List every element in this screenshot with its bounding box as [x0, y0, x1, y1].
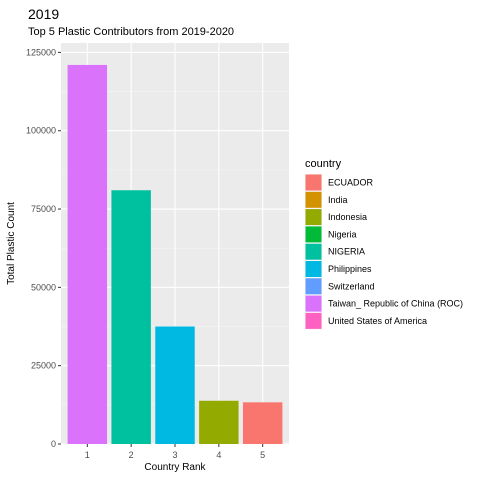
chart-subtitle: Top 5 Plastic Contributors from 2019-202… — [28, 26, 234, 38]
legend-item: Philippines — [305, 260, 372, 278]
legend-item: India — [305, 191, 348, 209]
bars — [67, 64, 283, 444]
x-tick-label: 3 — [172, 450, 177, 460]
x-tick-label: 5 — [260, 450, 265, 460]
y-axis: 0 25000 50000 75000 100000 125000 — [26, 47, 61, 449]
bar-rank-4 — [199, 400, 239, 444]
legend-item: Indonesia — [305, 208, 367, 226]
legend-item: ECUADOR — [305, 174, 374, 191]
legend-label: Philippines — [328, 264, 372, 274]
y-tick-label: 25000 — [31, 361, 56, 371]
legend-label: Nigeria — [328, 229, 357, 239]
legend-label: ECUADOR — [328, 178, 374, 188]
legend-swatch — [305, 261, 322, 277]
x-tick-label: 2 — [129, 450, 134, 460]
legend-swatch — [305, 312, 322, 329]
legend-item: NIGERIA — [305, 243, 365, 261]
bar-rank-5 — [242, 402, 283, 444]
legend-swatch — [305, 209, 322, 226]
legend-swatch — [305, 243, 322, 260]
x-axis: 1 2 3 4 5 — [85, 444, 265, 460]
y-tick-label: 0 — [51, 439, 56, 449]
y-axis-label: Total Plastic Count — [6, 202, 17, 285]
x-tick-label: 1 — [85, 450, 90, 460]
y-tick-label: 50000 — [31, 282, 56, 292]
legend-item: Switzerland — [305, 277, 375, 295]
legend-label: Switzerland — [328, 281, 375, 291]
x-axis-label: Country Rank — [144, 462, 206, 473]
bar-rank-2 — [111, 190, 151, 444]
chart-title: 2019 — [28, 6, 59, 22]
legend-item: United States of America — [305, 312, 427, 330]
legend-swatch — [305, 174, 322, 191]
legend-label: NIGERIA — [328, 247, 365, 257]
legend-title: country — [305, 158, 342, 170]
legend-swatch — [305, 191, 322, 208]
legend-item: Nigeria — [305, 225, 357, 243]
legend-swatch — [305, 278, 322, 295]
legend-swatch — [305, 295, 322, 312]
legend-swatch — [305, 226, 322, 243]
y-tick-label: 75000 — [31, 204, 56, 214]
x-tick-label: 4 — [216, 450, 221, 460]
legend-label: Indonesia — [328, 212, 367, 222]
bar-rank-3 — [155, 326, 195, 444]
legend-label: United States of America — [328, 316, 427, 326]
legend-item: Taiwan_ Republic of China (ROC) — [305, 295, 463, 313]
y-tick-label: 125000 — [26, 47, 56, 57]
y-tick-label: 100000 — [26, 126, 56, 136]
legend: country ECUADOR India Indonesia Nigeria NIGE… — [305, 158, 463, 330]
bar-rank-1 — [67, 64, 108, 444]
legend-label: Taiwan_ Republic of China (ROC) — [328, 299, 463, 309]
legend-label: India — [328, 195, 348, 205]
